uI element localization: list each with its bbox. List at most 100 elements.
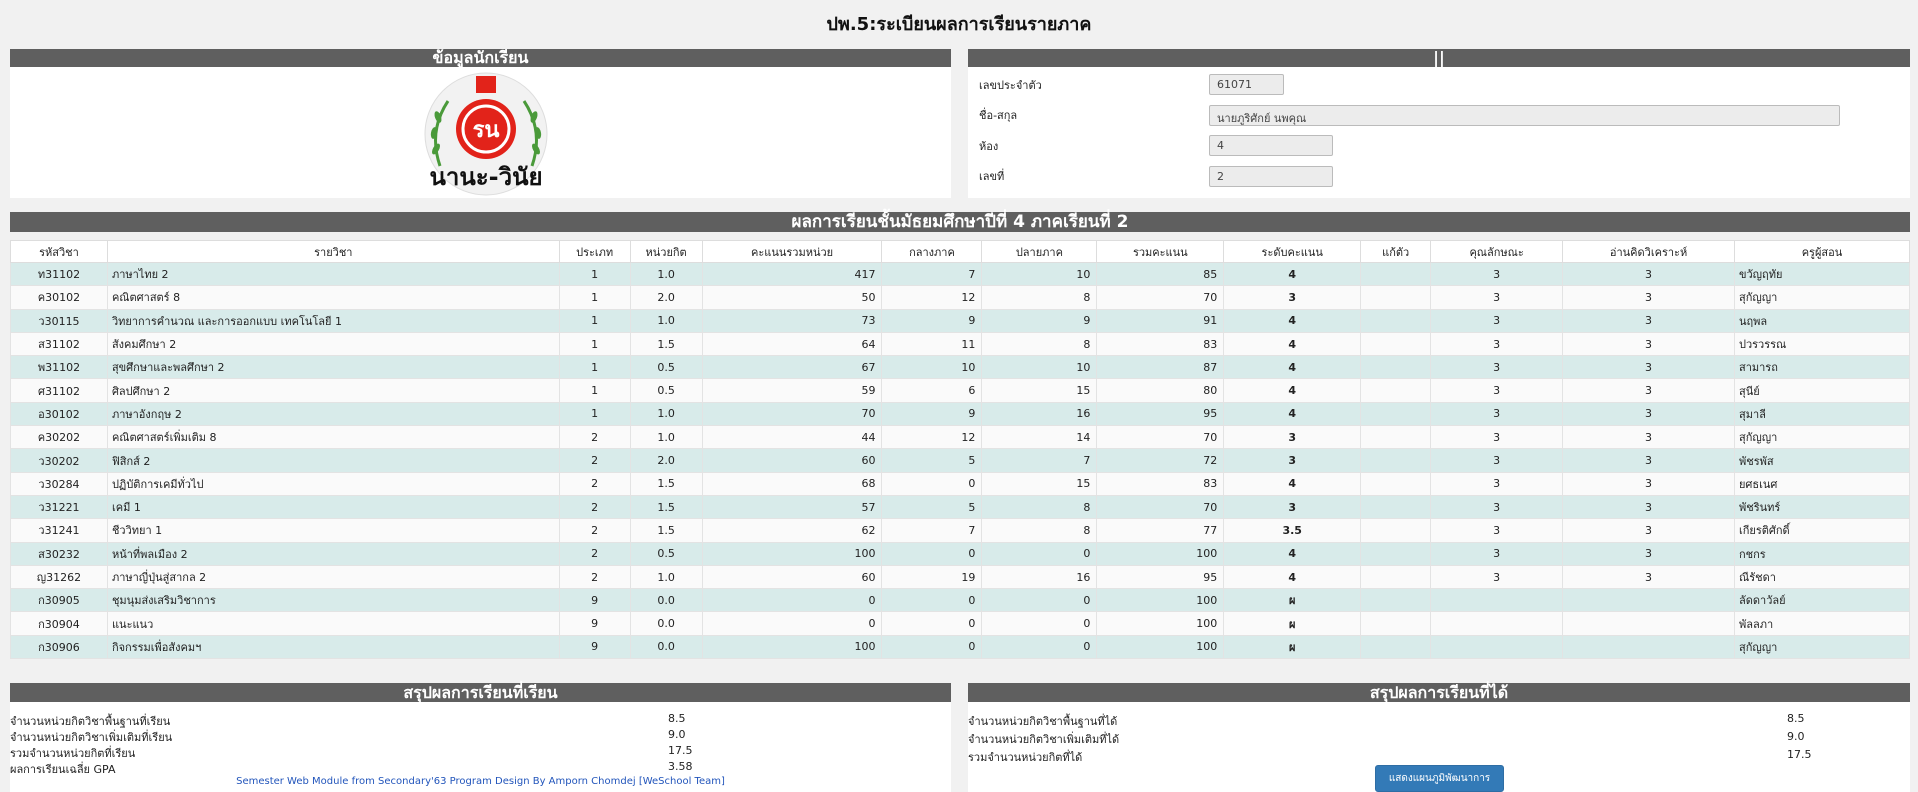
final-score-cell: 8: [981, 518, 1098, 543]
subject-type-cell: 2: [558, 425, 631, 450]
seat-number-field[interactable]: 2: [1209, 166, 1333, 187]
school-logo-icon: รน นานะ-วินัย: [424, 72, 548, 196]
subject-type-cell: 9: [558, 588, 631, 613]
unit-score-cell: 417: [701, 261, 883, 287]
grades-table: รหัสวิชา รายวิชา ประเภท หน่วยกิต คะแนนรวมหน่…: [10, 240, 1911, 660]
midterm-score-cell: 19: [881, 564, 983, 590]
midterm-score-cell: 6: [881, 378, 983, 403]
remedial-cell: [1360, 564, 1432, 590]
reading-analysis-cell: 3: [1562, 471, 1735, 496]
remedial-cell: [1360, 634, 1432, 660]
column-header: แก้ตัว: [1360, 240, 1432, 263]
credits-cell: 2.0: [629, 448, 703, 473]
summary-earned-header: สรุปผลการเรียนที่ได้: [968, 683, 1910, 702]
credits-cell: 1.5: [629, 494, 703, 520]
summary-registered-header: สรุปผลการเรียนที่เรียน: [10, 683, 951, 702]
total-score-cell: 70: [1096, 425, 1225, 450]
teacher-cell: สุมาลี: [1733, 401, 1911, 427]
teacher-cell: พัชรพัส: [1733, 448, 1911, 473]
table-row: ก30905 ชุมนุมส่งเสริมวิชาการ 9 0.0 0 0 0 100 ผลั…: [10, 588, 1911, 613]
unit-score-cell: 57: [701, 494, 883, 520]
student-id-field[interactable]: 61071: [1209, 74, 1284, 95]
final-score-cell: 15: [981, 378, 1098, 403]
credits-cell: 0.0: [629, 611, 703, 636]
column-header: ประเภท: [558, 240, 631, 263]
subject-name-cell: ชีววิทยา 1: [106, 518, 560, 543]
teacher-cell: เกียรติศักดิ์: [1733, 518, 1911, 543]
student-details-header: ||: [968, 49, 1910, 67]
summary-label: จำนวนหน่วยกิตวิชาเพิ่มเติมที่เรียน: [10, 731, 173, 744]
teacher-cell: ณีรัชดา: [1733, 564, 1911, 590]
svg-text:รน: รน: [473, 118, 500, 143]
attributes-cell: 3: [1430, 518, 1564, 543]
subject-type-cell: 2: [558, 518, 631, 543]
remedial-cell: [1360, 518, 1432, 543]
reading-analysis-cell: 3: [1562, 261, 1735, 287]
total-score-cell: 70: [1096, 285, 1225, 310]
midterm-score-cell: 9: [881, 308, 983, 333]
teacher-cell: สุนีย์: [1733, 378, 1911, 403]
footer-credit-link[interactable]: Semester Web Module from Secondary'63 Pr…: [236, 776, 725, 787]
subject-name-cell: ศิลปศึกษา 2: [106, 378, 560, 403]
credits-cell: 1.5: [629, 518, 703, 543]
grade-cell: 3: [1223, 285, 1362, 310]
attributes-cell: 3: [1430, 471, 1564, 496]
attributes-cell: [1430, 634, 1564, 660]
credits-cell: 1.0: [629, 308, 703, 333]
column-header: ปลายภาค: [981, 240, 1098, 263]
final-score-cell: 0: [981, 541, 1098, 566]
subject-type-cell: 1: [558, 261, 631, 287]
unit-score-cell: 50: [701, 285, 883, 310]
reading-analysis-cell: 3: [1562, 518, 1735, 543]
final-score-cell: 0: [981, 588, 1098, 613]
table-row: พ31102 สุขศึกษาและพลศึกษา 2 1 0.5 67 10 10 87 4 3…: [10, 355, 1911, 380]
attributes-cell: 3: [1430, 425, 1564, 450]
midterm-score-cell: 7: [881, 518, 983, 543]
reading-analysis-cell: 3: [1562, 285, 1735, 310]
attributes-cell: 3: [1430, 308, 1564, 333]
subject-name-cell: สังคมศึกษา 2: [106, 331, 560, 357]
total-score-cell: 100: [1096, 588, 1225, 613]
credits-cell: 1.0: [629, 401, 703, 427]
attributes-cell: 3: [1430, 401, 1564, 427]
teacher-cell: สุกัญญา: [1733, 634, 1911, 660]
remedial-cell: [1360, 471, 1432, 496]
reading-analysis-cell: 3: [1562, 378, 1735, 403]
remedial-cell: [1360, 448, 1432, 473]
total-score-cell: 91: [1096, 308, 1225, 333]
subject-name-cell: กิจกรรมเพื่อสังคมฯ: [106, 634, 560, 660]
unit-score-cell: 67: [701, 355, 883, 380]
summary-label: รวมจำนวนหน่วยกิตที่ได้: [968, 751, 1083, 764]
remedial-cell: [1360, 331, 1432, 357]
show-progress-chart-button[interactable]: แสดงแผนภูมิพัฒนาการ: [1375, 765, 1504, 792]
attributes-cell: 3: [1430, 261, 1564, 287]
room-field[interactable]: 4: [1209, 135, 1333, 156]
unit-score-cell: 62: [701, 518, 883, 543]
attributes-cell: [1430, 588, 1564, 613]
teacher-cell: ปวรวรรณ: [1733, 331, 1911, 357]
grade-cell: 4: [1223, 541, 1362, 566]
column-header: ระดับคะแนน: [1223, 240, 1362, 263]
midterm-score-cell: 9: [881, 401, 983, 427]
page-title: ปพ.5:ระเบียนผลการเรียนรายภาค: [826, 14, 1092, 35]
subject-name-cell: ภาษาญี่ปุ่นสู่สากล 2: [106, 564, 560, 590]
attributes-cell: 3: [1430, 564, 1564, 590]
attributes-cell: 3: [1430, 448, 1564, 473]
unit-score-cell: 59: [701, 378, 883, 403]
grade-cell: 3: [1223, 494, 1362, 520]
subject-name-cell: ภาษาอังกฤษ 2: [106, 401, 560, 427]
unit-score-cell: 0: [701, 588, 883, 613]
unit-score-cell: 100: [701, 541, 883, 566]
student-name-field[interactable]: นายภูริศักย์ นพคุณ: [1209, 105, 1840, 126]
subject-name-cell: ภาษาไทย 2: [106, 261, 560, 287]
subject-name-cell: สุขศึกษาและพลศึกษา 2: [106, 355, 560, 380]
midterm-score-cell: 0: [881, 588, 983, 613]
unit-score-cell: 60: [701, 564, 883, 590]
final-score-cell: 10: [981, 261, 1098, 287]
grade-cell: 4: [1223, 331, 1362, 357]
midterm-score-cell: 12: [881, 425, 983, 450]
midterm-score-cell: 5: [881, 448, 983, 473]
midterm-score-cell: 10: [881, 355, 983, 380]
gpa-value: 3.58: [668, 760, 693, 773]
table-row: ก30906 กิจกรรมเพื่อสังคมฯ 9 0.0 100 0 0 100 ผสุก…: [10, 634, 1911, 660]
